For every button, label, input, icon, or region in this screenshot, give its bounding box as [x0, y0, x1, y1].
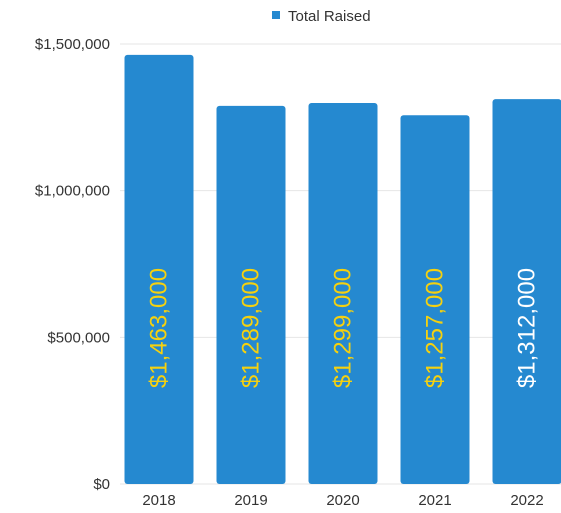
y-tick-label: $1,000,000	[35, 183, 110, 200]
bar-2022	[492, 99, 561, 484]
data-label-2020: $1,299,000	[330, 268, 357, 388]
y-tick-label: $500,000	[47, 329, 110, 346]
bars	[124, 54, 561, 485]
y-axis: $0 $500,000 $1,000,000 $1,500,000	[35, 36, 110, 493]
x-tick-label: 2019	[234, 492, 267, 509]
y-tick-label: $1,500,000	[35, 36, 110, 53]
bar-2018	[124, 54, 194, 484]
y-tick-label: $0	[93, 476, 110, 493]
x-tick-label: 2021	[418, 492, 451, 509]
x-tick-label: 2018	[142, 492, 175, 509]
legend: Total Raised	[272, 8, 371, 25]
x-axis: 2018 2019 2020 2021 2022	[142, 492, 543, 509]
bar-2019	[216, 105, 286, 484]
legend-label: Total Raised	[288, 8, 371, 25]
bar-2020	[308, 102, 378, 485]
x-tick-label: 2020	[326, 492, 359, 509]
x-tick-label: 2022	[510, 492, 543, 509]
data-label-2019: $1,289,000	[238, 268, 265, 388]
data-label-2022: $1,312,000	[514, 268, 541, 388]
legend-swatch	[272, 11, 280, 19]
data-labels: $1,463,000 $1,289,000 $1,299,000 $1,257,000…	[146, 268, 541, 388]
data-label-2018: $1,463,000	[146, 268, 173, 388]
data-label-2021: $1,257,000	[422, 268, 449, 388]
bar-2021	[400, 115, 470, 484]
